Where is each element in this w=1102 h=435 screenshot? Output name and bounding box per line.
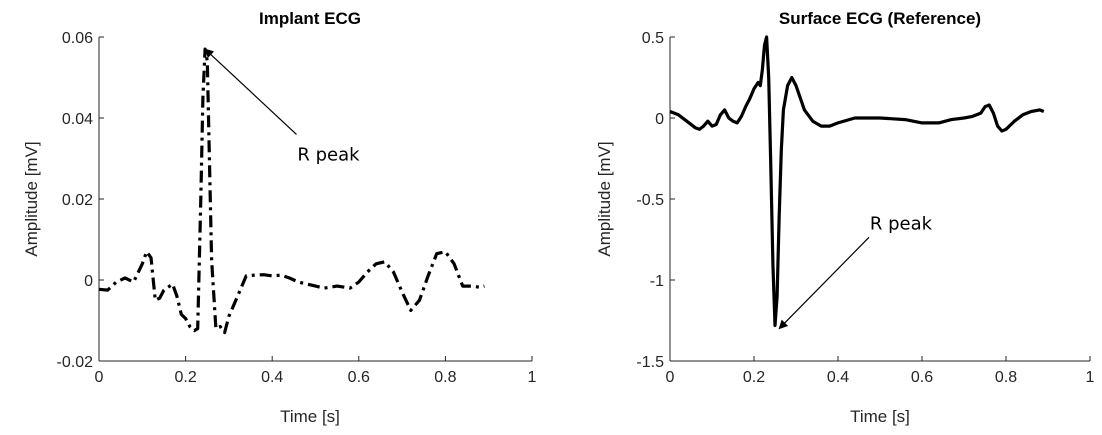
x-tick-label: 0.8 bbox=[434, 369, 456, 386]
annotation-arrow bbox=[778, 236, 870, 330]
chart-title: Surface ECG (Reference) bbox=[779, 9, 981, 28]
annotation-arrow bbox=[204, 48, 297, 135]
ecg-trace bbox=[98, 47, 485, 335]
y-tick-label: -1.5 bbox=[636, 354, 664, 371]
y-tick-label: -0.5 bbox=[636, 192, 664, 209]
y-tick-label: -0.02 bbox=[57, 354, 94, 371]
x-tick-label: 0.4 bbox=[827, 369, 849, 386]
chart-title: Implant ECG bbox=[259, 9, 361, 28]
y-tick-label: 0.04 bbox=[62, 111, 93, 128]
x-axis-label: Time [s] bbox=[850, 407, 910, 426]
ecg-trace bbox=[669, 35, 1045, 327]
x-tick-label: 0.6 bbox=[911, 369, 933, 386]
x-tick-label: 0.4 bbox=[261, 369, 283, 386]
y-tick-label: 0 bbox=[655, 111, 664, 128]
x-tick-label: 0.2 bbox=[174, 369, 196, 386]
y-tick-label: 0 bbox=[84, 273, 93, 290]
plot-area: 0 0.2 0.4 0.6 0.8 1 -1.5 -1 -0.5 0 0.5 R peak bbox=[636, 30, 1094, 386]
y-tick-label: 0.06 bbox=[62, 30, 93, 47]
x-tick-label: 0 bbox=[95, 369, 104, 386]
annotation-label: R peak bbox=[870, 213, 933, 234]
implant-ecg-panel: Implant ECG Time [s] Amplitude [mV] 0 0.2… bbox=[22, 9, 537, 426]
surface-ecg-panel: Surface ECG (Reference) Time [s] Amplitu… bbox=[595, 9, 1095, 426]
y-tick-label: 0.5 bbox=[642, 30, 664, 47]
x-tick-label: 1 bbox=[528, 369, 537, 386]
y-axis-label: Amplitude [mV] bbox=[595, 141, 614, 256]
y-tick-label: 0.02 bbox=[62, 192, 93, 209]
x-tick-label: 0.8 bbox=[995, 369, 1017, 386]
y-axis-label: Amplitude [mV] bbox=[22, 141, 41, 256]
annotation-label: R peak bbox=[297, 144, 360, 165]
x-tick-label: 0.2 bbox=[743, 369, 765, 386]
x-tick-label: 1 bbox=[1086, 369, 1095, 386]
y-tick-label: -1 bbox=[650, 273, 664, 290]
x-tick-label: 0.6 bbox=[348, 369, 370, 386]
x-tick-label: 0 bbox=[666, 369, 675, 386]
x-axis-label: Time [s] bbox=[280, 407, 340, 426]
